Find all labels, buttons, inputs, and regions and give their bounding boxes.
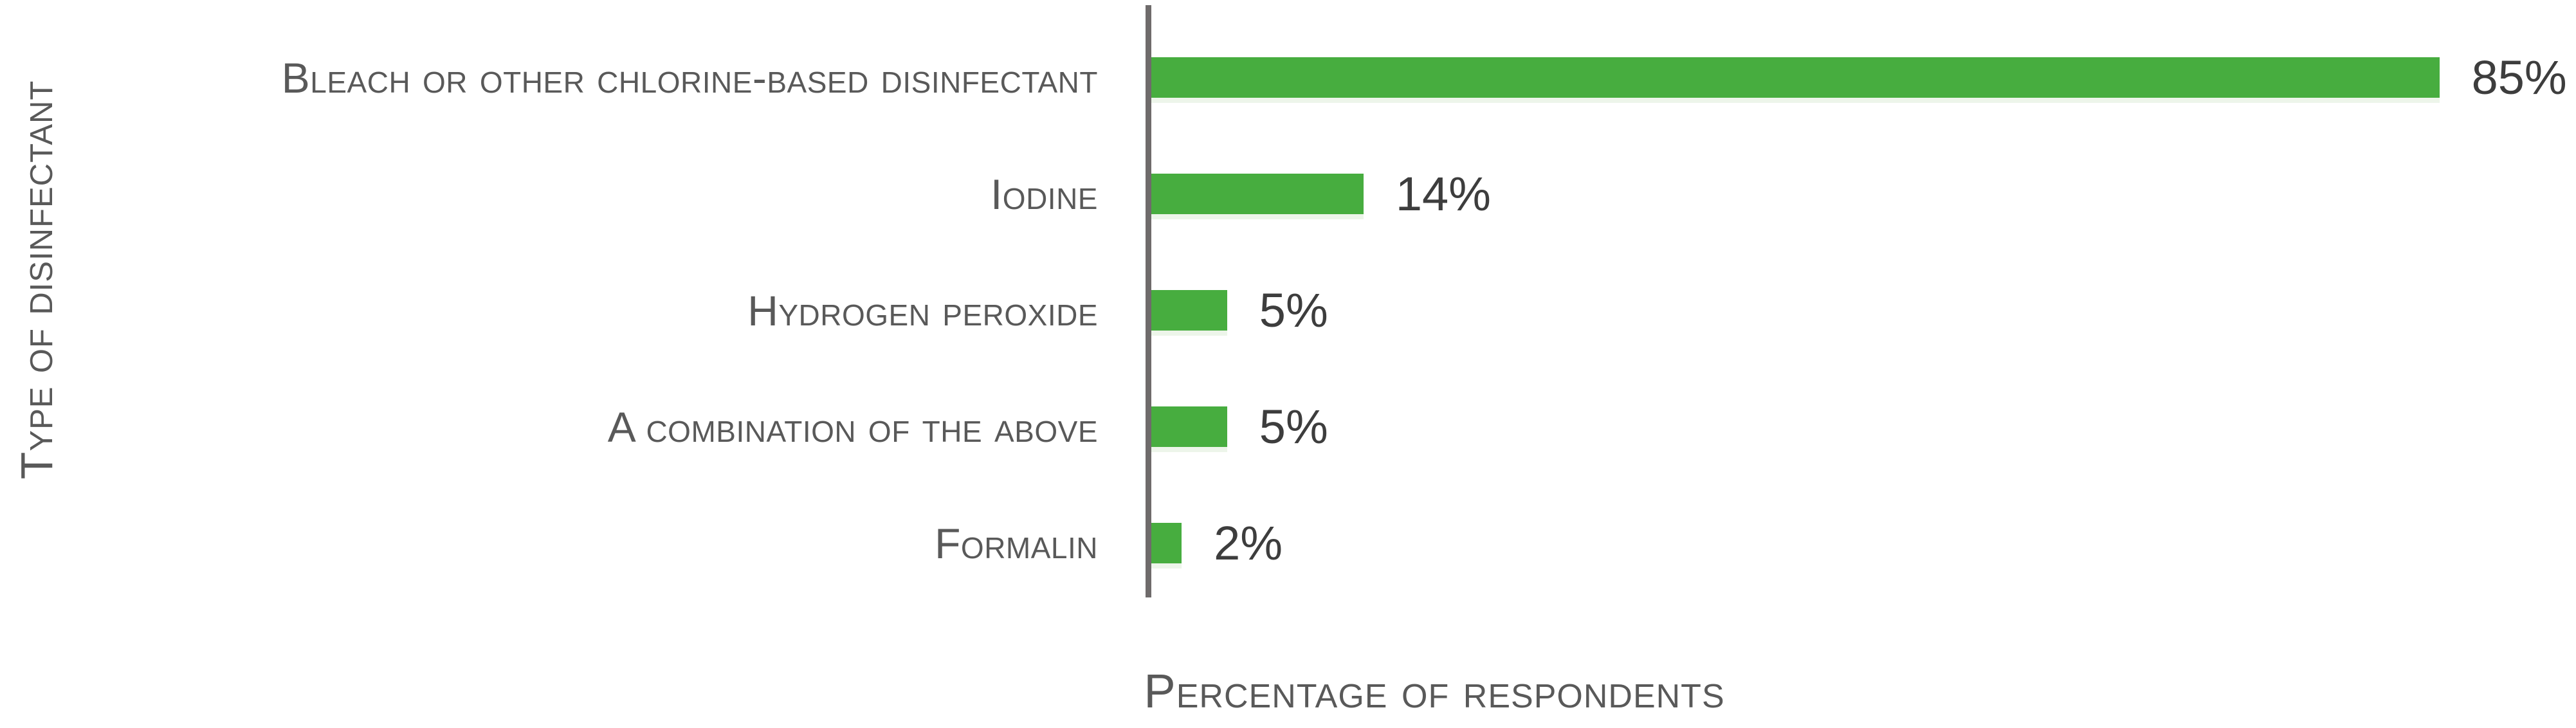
value-label: 5%: [1259, 284, 1328, 337]
value-label: 2%: [1214, 516, 1283, 570]
bar-row: Formalin 2%: [0, 485, 2576, 601]
bar: [1151, 57, 2440, 98]
bar-row: A combination of the above 5%: [0, 369, 2576, 485]
value-label: 85%: [2471, 51, 2567, 104]
bar: [1151, 290, 1227, 331]
bar-row: Iodine 14%: [0, 136, 2576, 252]
category-label: Formalin: [935, 519, 1098, 567]
x-axis-title: Percentage of respondents: [1144, 664, 1725, 718]
y-axis-line: [1146, 5, 1151, 597]
bar-row: Hydrogen peroxide 5%: [0, 252, 2576, 369]
bar: [1151, 174, 1364, 214]
category-label: Iodine: [990, 170, 1098, 218]
bar: [1151, 406, 1227, 447]
category-label: Hydrogen peroxide: [747, 286, 1098, 334]
value-label: 14%: [1395, 167, 1491, 221]
category-label: Bleach or other chlorine-based disinfect…: [281, 53, 1098, 102]
bar: [1151, 523, 1182, 563]
value-label: 5%: [1259, 400, 1328, 453]
bar-row: Bleach or other chlorine-based disinfect…: [0, 19, 2576, 136]
category-label: A combination of the above: [607, 403, 1098, 451]
